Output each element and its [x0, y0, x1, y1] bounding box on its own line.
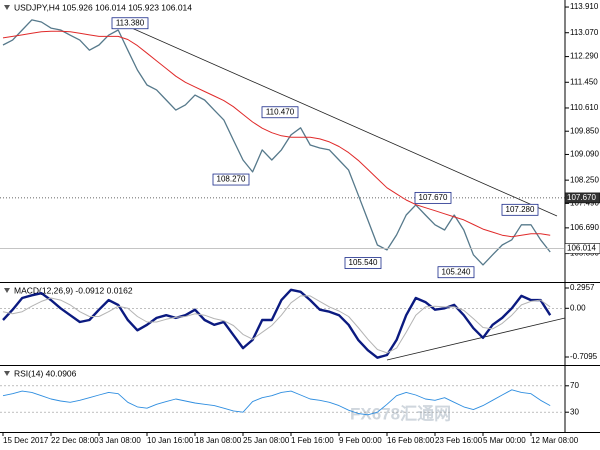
- watermark: FX678汇通网: [350, 404, 451, 423]
- trend-line: [117, 21, 558, 217]
- y-tick-label: -0.7095: [570, 352, 598, 361]
- annotation-box: [501, 203, 539, 216]
- y-tick-label: 108.250: [570, 175, 599, 184]
- annotation-label: 108.270: [217, 175, 246, 184]
- trend-line: [386, 317, 566, 361]
- panel-title: RSI(14) 40.0906: [14, 368, 77, 378]
- x-tick-label: 22 Dec 08:00: [51, 436, 99, 445]
- annotation-label: 107.280: [506, 205, 535, 214]
- x-tick-label: 3 Jan 08:00: [99, 436, 141, 445]
- annotation-box: [344, 257, 382, 269]
- y-tick-label: 106.690: [570, 223, 599, 232]
- panel-title: USDJPY,H4 105.926 106.014 105.923 106.01…: [14, 2, 192, 12]
- y-tick-label: 109.090: [570, 150, 599, 159]
- y-tick-label: 0.00: [570, 303, 586, 312]
- x-tick-label: 23 Feb 16:00: [435, 436, 483, 445]
- x-tick-label: 1 Feb 16:00: [291, 436, 334, 445]
- series-line: [2, 295, 551, 354]
- y-tick-label: 113.910: [570, 2, 599, 11]
- price-level-label: 106.014: [567, 244, 596, 253]
- y-tick-label: 0.2957: [570, 283, 595, 292]
- y-tick-label: 112.290: [570, 52, 599, 61]
- panel-icon: [4, 371, 10, 376]
- annotation-box: [261, 106, 299, 119]
- annotation-box: [437, 266, 475, 279]
- annotation-box: [414, 191, 452, 204]
- y-tick-label: 111.450: [570, 77, 598, 86]
- x-tick-label: 25 Jan 08:00: [243, 436, 290, 445]
- price-level-label: 107.670: [567, 193, 596, 202]
- annotation-label: 105.240: [442, 267, 471, 276]
- price-level-box: [564, 192, 600, 204]
- annotation-label: 110.470: [266, 107, 295, 116]
- y-tick-label: 109.850: [570, 126, 599, 135]
- series-line: [2, 288, 552, 359]
- panel-title: MACD(12,26,9) -0.0912 0.0162: [14, 285, 133, 295]
- y-tick-label: 30: [570, 407, 579, 416]
- annotation-label: 113.380: [116, 18, 145, 27]
- panel-icon: [4, 5, 10, 10]
- y-tick-label: 113.070: [570, 28, 599, 37]
- x-tick-label: 18 Jan 08:00: [195, 436, 242, 445]
- series-line: [2, 389, 551, 416]
- price-level-box: [564, 243, 600, 254]
- x-tick-label: 15 Dec 2017: [3, 436, 49, 445]
- panel-icon: [4, 288, 10, 293]
- series-line: [2, 30, 551, 238]
- y-tick-label: 70: [570, 381, 579, 390]
- annotation-box: [212, 173, 250, 186]
- x-tick-label: 16 Feb 08:00: [387, 436, 435, 445]
- annotation-box: [111, 17, 149, 30]
- annotation-label: 107.670: [419, 193, 448, 202]
- x-tick-label: 10 Jan 16:00: [147, 436, 194, 445]
- x-tick-label: 9 Feb 00:00: [339, 436, 382, 445]
- x-tick-label: 5 Mar 00:00: [483, 436, 526, 445]
- annotation-label: 105.540: [349, 258, 378, 267]
- x-tick-label: 12 Mar 08:00: [531, 436, 579, 445]
- series-line: [2, 19, 551, 266]
- y-tick-label: 110.610: [570, 103, 599, 112]
